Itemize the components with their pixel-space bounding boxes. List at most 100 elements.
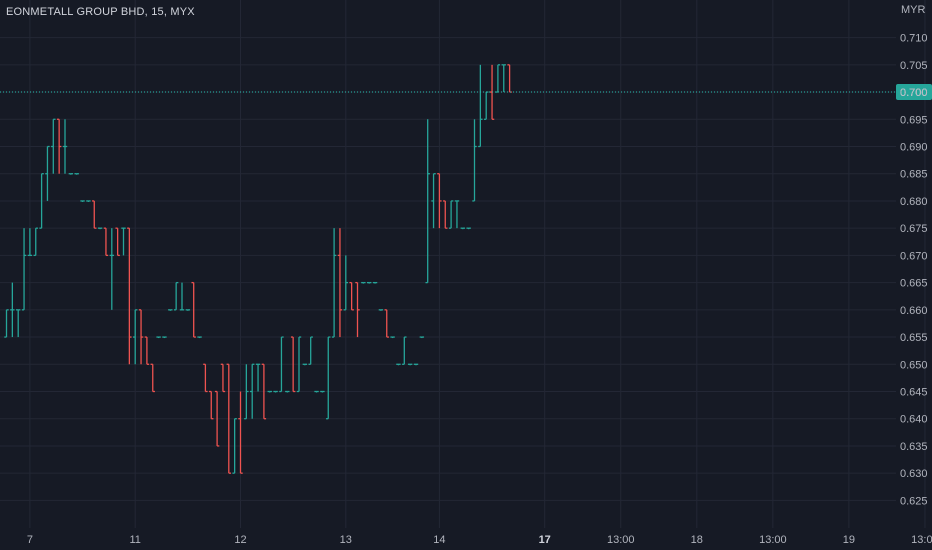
ohlc-bar — [302, 363, 308, 366]
ohlc-bar — [150, 363, 155, 393]
last-price-value: 0.700 — [900, 87, 928, 99]
ohlc-bar — [407, 363, 413, 366]
ohlc-bar — [431, 173, 436, 229]
y-tick-label: 0.660 — [900, 305, 928, 317]
ohlc-bar — [109, 228, 114, 310]
ohlc-bar — [326, 336, 331, 420]
ohlc-bar — [80, 200, 85, 202]
ohlc-bar — [337, 228, 343, 338]
y-tick-label: 0.705 — [900, 60, 928, 72]
currency-label: MYR — [901, 4, 926, 16]
x-tick-label: 7 — [27, 534, 33, 546]
x-tick-label: 12 — [234, 534, 246, 546]
ohlc-bar — [495, 64, 501, 93]
ohlc-bar — [250, 363, 255, 419]
ohlc-bar — [168, 309, 173, 311]
ohlc-bar — [103, 227, 109, 257]
ohlc-bar — [185, 309, 191, 311]
ohlc-bar — [361, 281, 366, 284]
x-tick-label: 13:00 — [607, 534, 635, 546]
y-tick-label: 0.710 — [900, 33, 928, 45]
ohlc-bar — [144, 336, 150, 365]
ohlc-bar — [290, 336, 296, 393]
y-tick-label: 0.635 — [900, 441, 928, 453]
ohlc-bar — [425, 119, 430, 284]
x-tick-label: 18 — [691, 534, 703, 546]
ohlc-bar — [478, 64, 483, 148]
ohlc-bar — [138, 309, 144, 365]
ohlc-bar — [484, 91, 489, 120]
ohlc-bar — [179, 282, 185, 311]
ohlc-bar — [355, 281, 360, 338]
ohlc-bar — [443, 200, 448, 229]
ohlc-bar — [507, 64, 512, 93]
ohlc-bar — [45, 145, 50, 201]
ohlc-bar — [454, 200, 460, 229]
y-tick-label: 0.685 — [900, 169, 928, 181]
ohlc-bar — [121, 227, 126, 256]
y-tick-label: 0.700 — [900, 87, 928, 99]
ohlc-bar — [372, 281, 378, 284]
y-tick-label: 0.645 — [900, 387, 928, 399]
ohlc-bar — [74, 173, 79, 175]
ohlc-bar — [39, 173, 44, 229]
ohlc-bar — [220, 363, 226, 393]
ohlc-bar — [232, 418, 237, 474]
ohlc-bar — [238, 391, 243, 474]
y-tick-label: 0.675 — [900, 223, 928, 235]
ohlc-bar — [51, 118, 56, 174]
y-tick-label: 0.655 — [900, 332, 928, 344]
ohlc-bar — [97, 227, 103, 230]
ohlc-bar — [419, 336, 425, 339]
ohlc-bar — [191, 281, 196, 338]
y-tick-label: 0.670 — [900, 250, 928, 262]
ohlc-bar — [314, 390, 319, 393]
x-tick-label: 13 — [340, 534, 352, 546]
y-tick-label: 0.640 — [900, 414, 928, 426]
ohlc-bar — [226, 363, 231, 474]
y-tick-label: 0.630 — [900, 468, 928, 480]
ohlc-bar — [413, 363, 419, 366]
x-tick-label: 13:00 — [759, 534, 787, 546]
x-tick-label: 17 — [539, 534, 551, 546]
ohlc-bar — [367, 281, 372, 284]
ohlc-bar — [162, 336, 167, 339]
ohlc-bar — [203, 363, 208, 393]
ohlc-bar — [62, 119, 68, 174]
ohlc-bar — [255, 363, 261, 392]
ohlc-bar — [308, 336, 313, 365]
ohlc-bar — [27, 228, 33, 257]
y-tick-label: 0.665 — [900, 278, 928, 290]
ohlc-bar — [56, 118, 62, 174]
ohlc-bar — [273, 390, 278, 393]
y-tick-label: 0.695 — [900, 114, 928, 126]
y-tick-label: 0.650 — [900, 359, 928, 371]
ohlc-bar — [115, 227, 120, 257]
last-price-line: 0.700 — [0, 84, 932, 101]
ohlc-bar — [285, 390, 290, 393]
ohlc-bar — [279, 336, 284, 393]
ohlc-bar — [86, 200, 91, 202]
ohlc-bar — [214, 390, 220, 447]
ohlc-bar — [349, 281, 354, 311]
grid-lines — [0, 0, 926, 528]
price-bars — [4, 64, 512, 474]
x-tick-label: 14 — [433, 534, 445, 546]
x-tick-label: 19 — [843, 534, 855, 546]
y-tick-label: 0.680 — [900, 196, 928, 208]
y-tick-label: 0.690 — [900, 142, 928, 154]
ohlc-bar — [501, 64, 506, 93]
price-axis[interactable]: 0.625 0.630 0.635 0.640 0.645 0.650 0.655 0.660… — [900, 33, 928, 508]
ohlc-bar — [16, 309, 21, 338]
ohlc-bar — [127, 227, 132, 365]
ohlc-bar — [10, 282, 15, 338]
ohlc-bar — [244, 364, 249, 420]
ohlc-bar — [331, 228, 337, 338]
time-axis[interactable]: 7 11 12 13 14 17 13:00 18 13:00 19 13:00 — [27, 534, 932, 546]
ohlc-bar — [390, 336, 395, 339]
ohlc-bar — [261, 363, 267, 420]
ohlc-bar — [396, 363, 401, 366]
ohlc-bar — [4, 309, 9, 338]
ohlc-bar — [437, 173, 442, 229]
